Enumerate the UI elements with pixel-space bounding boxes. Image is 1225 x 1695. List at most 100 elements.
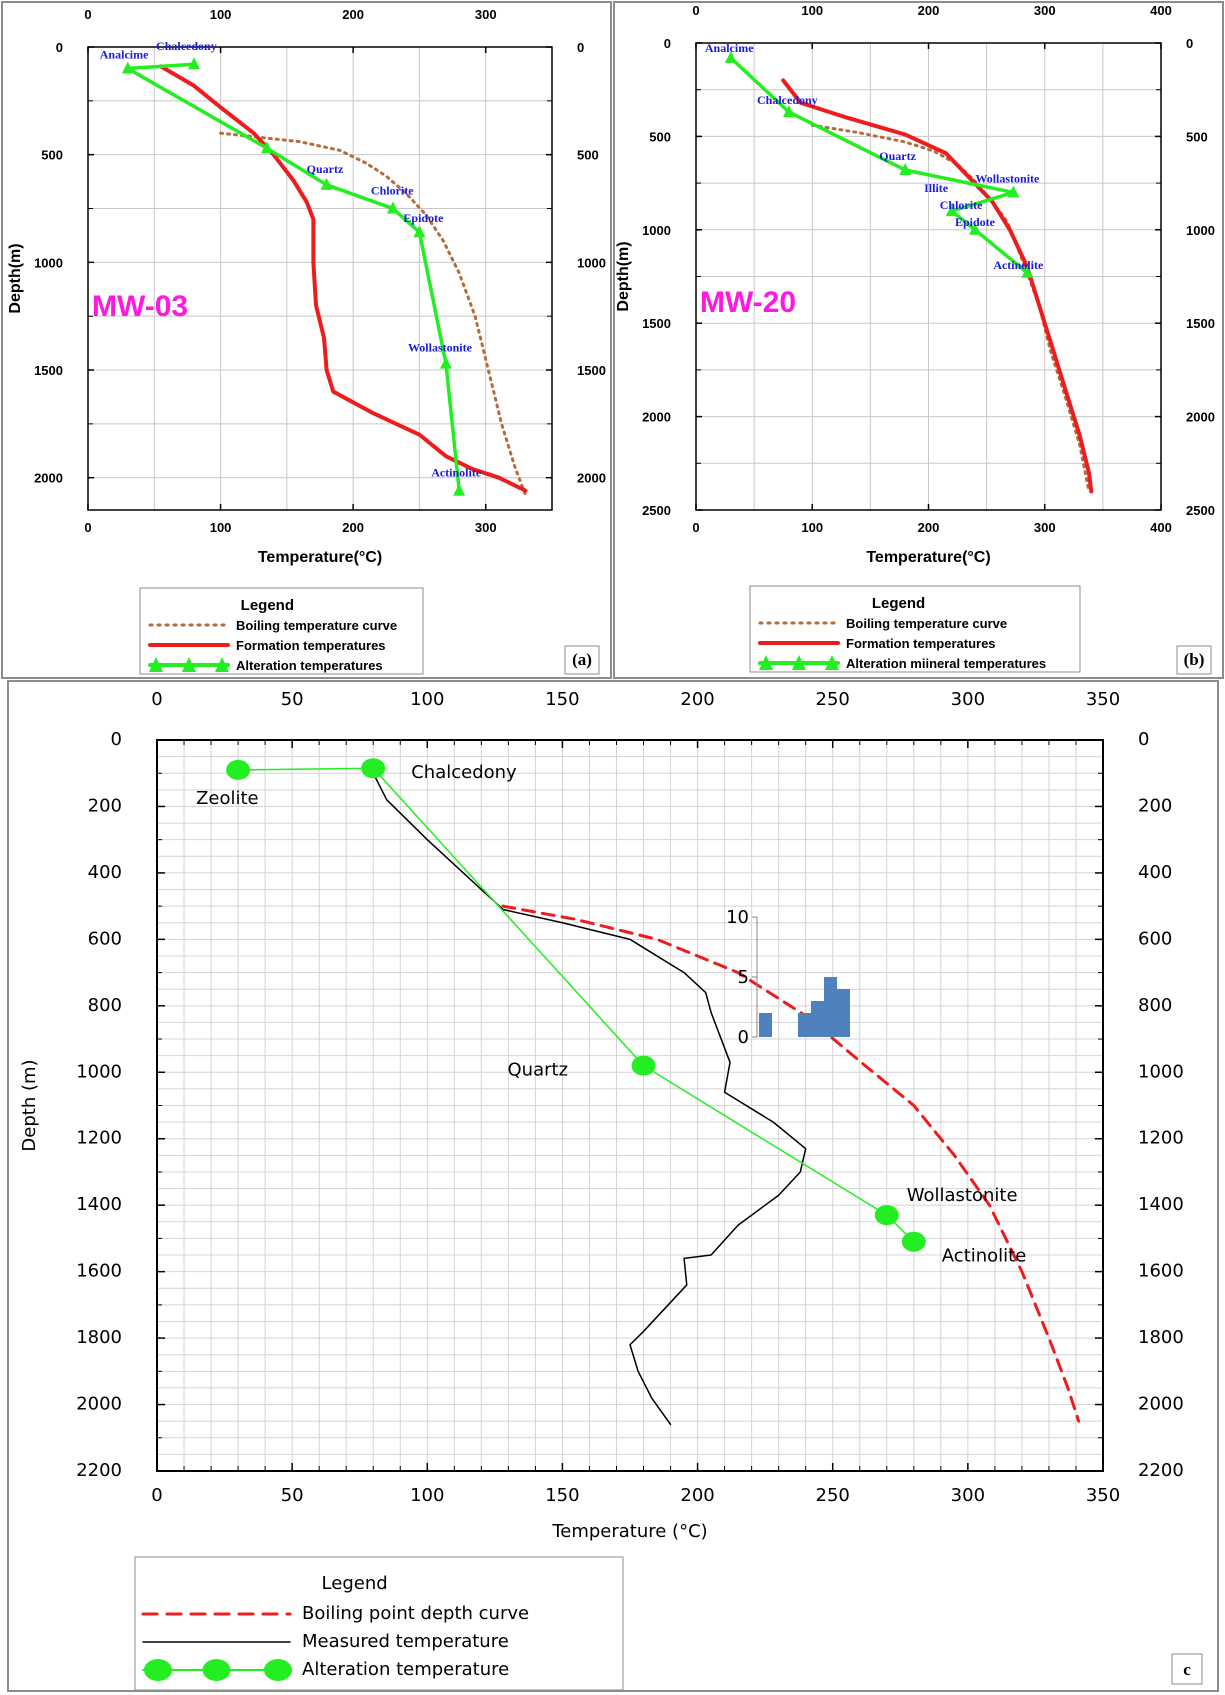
x-tick-label-top: 300 xyxy=(475,7,497,22)
y-tick-label-left: 1200 xyxy=(76,1128,122,1149)
alteration-point-marker xyxy=(320,177,333,190)
mineral-label: Chlorite xyxy=(940,198,983,212)
mineral-label: Analcime xyxy=(705,41,754,55)
alteration-point-marker xyxy=(631,1055,656,1076)
alteration-point-marker xyxy=(783,105,795,118)
inset-bar xyxy=(798,1013,811,1037)
x-tick-label-bottom: 0 xyxy=(692,520,699,535)
y-tick-label-left: 1000 xyxy=(76,1061,122,1082)
legend-entry-label: Boiling temperature curve xyxy=(846,616,1007,631)
mineral-label: Analcime xyxy=(100,48,149,62)
alteration-point-marker xyxy=(439,356,452,369)
x-axis-label: Temperature(°C) xyxy=(866,549,990,566)
chart-panel-1: 0 100 200 300 0 100 200 300 0 0 500 500 1000 1000 1500… xyxy=(1,1,612,679)
x-tick-label-bottom: 300 xyxy=(475,520,497,535)
panel-label-box xyxy=(1171,1653,1203,1685)
y-tick-label-left: 0 xyxy=(664,36,671,51)
x-tick-label-top: 100 xyxy=(210,7,232,22)
legend-swatch-marker xyxy=(202,1659,231,1681)
y-tick-label-left: 400 xyxy=(88,862,122,883)
mineral-label: Chalcedony xyxy=(757,93,818,107)
y-tick-label-left: 1000 xyxy=(34,255,63,270)
y-tick-label-right: 1800 xyxy=(1138,1327,1184,1348)
x-axis-label: Temperature (°C) xyxy=(551,1521,707,1542)
y-tick-label-left: 1600 xyxy=(76,1261,122,1282)
legend-swatch-marker xyxy=(759,655,773,670)
alteration-temperature-line xyxy=(126,62,461,493)
panel-label: (b) xyxy=(1184,650,1205,669)
alteration-point-marker xyxy=(188,57,201,70)
legend-entry-label: Formation temperatures xyxy=(846,636,996,651)
x-tick-label-top: 0 xyxy=(692,3,699,18)
inset-bar xyxy=(811,1001,824,1037)
y-tick-label-right: 2000 xyxy=(1138,1394,1184,1415)
y-tick-label-right: 600 xyxy=(1138,928,1172,949)
measured-temperature-line xyxy=(372,772,807,1426)
y-tick-label-right: 2500 xyxy=(1186,503,1215,518)
legend-swatch-marker xyxy=(825,655,839,670)
y-tick-label-right: 1500 xyxy=(577,363,606,378)
mineral-label: Zeolite xyxy=(196,788,259,809)
y-tick-label-right: 0 xyxy=(1138,729,1149,750)
legend-entry-label: Formation temperatures xyxy=(236,638,386,653)
y-tick-label-right: 1600 xyxy=(1138,1261,1184,1282)
y-tick-label-left: 500 xyxy=(41,148,63,163)
y-axis-label: Depth(m) xyxy=(615,241,632,311)
mineral-label: Wollastonite xyxy=(975,171,1040,185)
x-tick-label-top: 350 xyxy=(1086,689,1120,710)
alteration-point-marker xyxy=(901,1231,926,1252)
x-tick-label-bottom: 200 xyxy=(918,520,940,535)
legend-box xyxy=(139,587,424,675)
y-tick-label-left: 1500 xyxy=(642,316,671,331)
mineral-label: Wollastonite xyxy=(408,341,473,355)
legend-swatch-marker xyxy=(149,657,163,672)
legend-title: Legend xyxy=(241,597,294,614)
legend-swatch-marker xyxy=(792,655,806,670)
mineral-label: Chlorite xyxy=(371,184,414,198)
legend-swatch-marker xyxy=(182,657,196,672)
y-tick-label-left: 2000 xyxy=(34,471,63,486)
x-tick-label-bottom: 350 xyxy=(1086,1485,1120,1506)
x-tick-label-top: 200 xyxy=(342,7,364,22)
legend-entry-label: Boiling temperature curve xyxy=(236,618,397,633)
mineral-label: Epidote xyxy=(403,211,444,225)
alteration-point-marker xyxy=(1021,265,1034,278)
x-tick-label-bottom: 400 xyxy=(1150,520,1172,535)
mineral-label: Epidote xyxy=(955,215,996,229)
legend-title: Legend xyxy=(322,1573,388,1594)
y-tick-label-left: 2000 xyxy=(76,1394,122,1415)
x-tick-label-bottom: 300 xyxy=(1034,520,1056,535)
x-tick-label-top: 100 xyxy=(801,3,823,18)
x-tick-label-top: 250 xyxy=(816,689,850,710)
y-tick-label-right: 1000 xyxy=(577,255,606,270)
alteration-point-marker xyxy=(945,204,958,217)
formation-temperature-line xyxy=(781,78,1094,494)
well-label: MW-03 xyxy=(92,290,188,323)
panel-label: (a) xyxy=(572,650,592,669)
legend-entry-label: Boiling point depth curve xyxy=(302,1603,529,1624)
x-tick-label-top: 150 xyxy=(545,689,579,710)
inset-tick-label: 10 xyxy=(726,907,749,928)
x-tick-label-bottom: 100 xyxy=(210,520,232,535)
x-tick-label-bottom: 300 xyxy=(951,1485,985,1506)
x-tick-label-bottom: 200 xyxy=(680,1485,714,1506)
x-tick-label-bottom: 50 xyxy=(281,1485,304,1506)
alteration-point-marker xyxy=(413,225,426,238)
y-tick-label-right: 0 xyxy=(1186,36,1193,51)
inset-tick-label: 5 xyxy=(738,967,749,988)
y-tick-label-left: 2000 xyxy=(642,410,671,425)
legend-title: Legend xyxy=(872,595,925,612)
y-tick-label-right: 800 xyxy=(1138,995,1172,1016)
alteration-point-marker xyxy=(969,222,981,235)
y-tick-label-left: 1500 xyxy=(34,363,63,378)
x-tick-label-bottom: 150 xyxy=(545,1485,579,1506)
inset-bar xyxy=(837,989,850,1037)
alteration-point-marker xyxy=(226,759,251,780)
legend-swatch-marker xyxy=(264,1659,292,1681)
mineral-label: Illite xyxy=(924,181,949,195)
x-tick-label-top: 300 xyxy=(1034,3,1056,18)
mineral-label: Actinolite xyxy=(942,1246,1027,1267)
panel-label: c xyxy=(1183,1660,1191,1679)
y-tick-label-left: 600 xyxy=(88,928,122,949)
